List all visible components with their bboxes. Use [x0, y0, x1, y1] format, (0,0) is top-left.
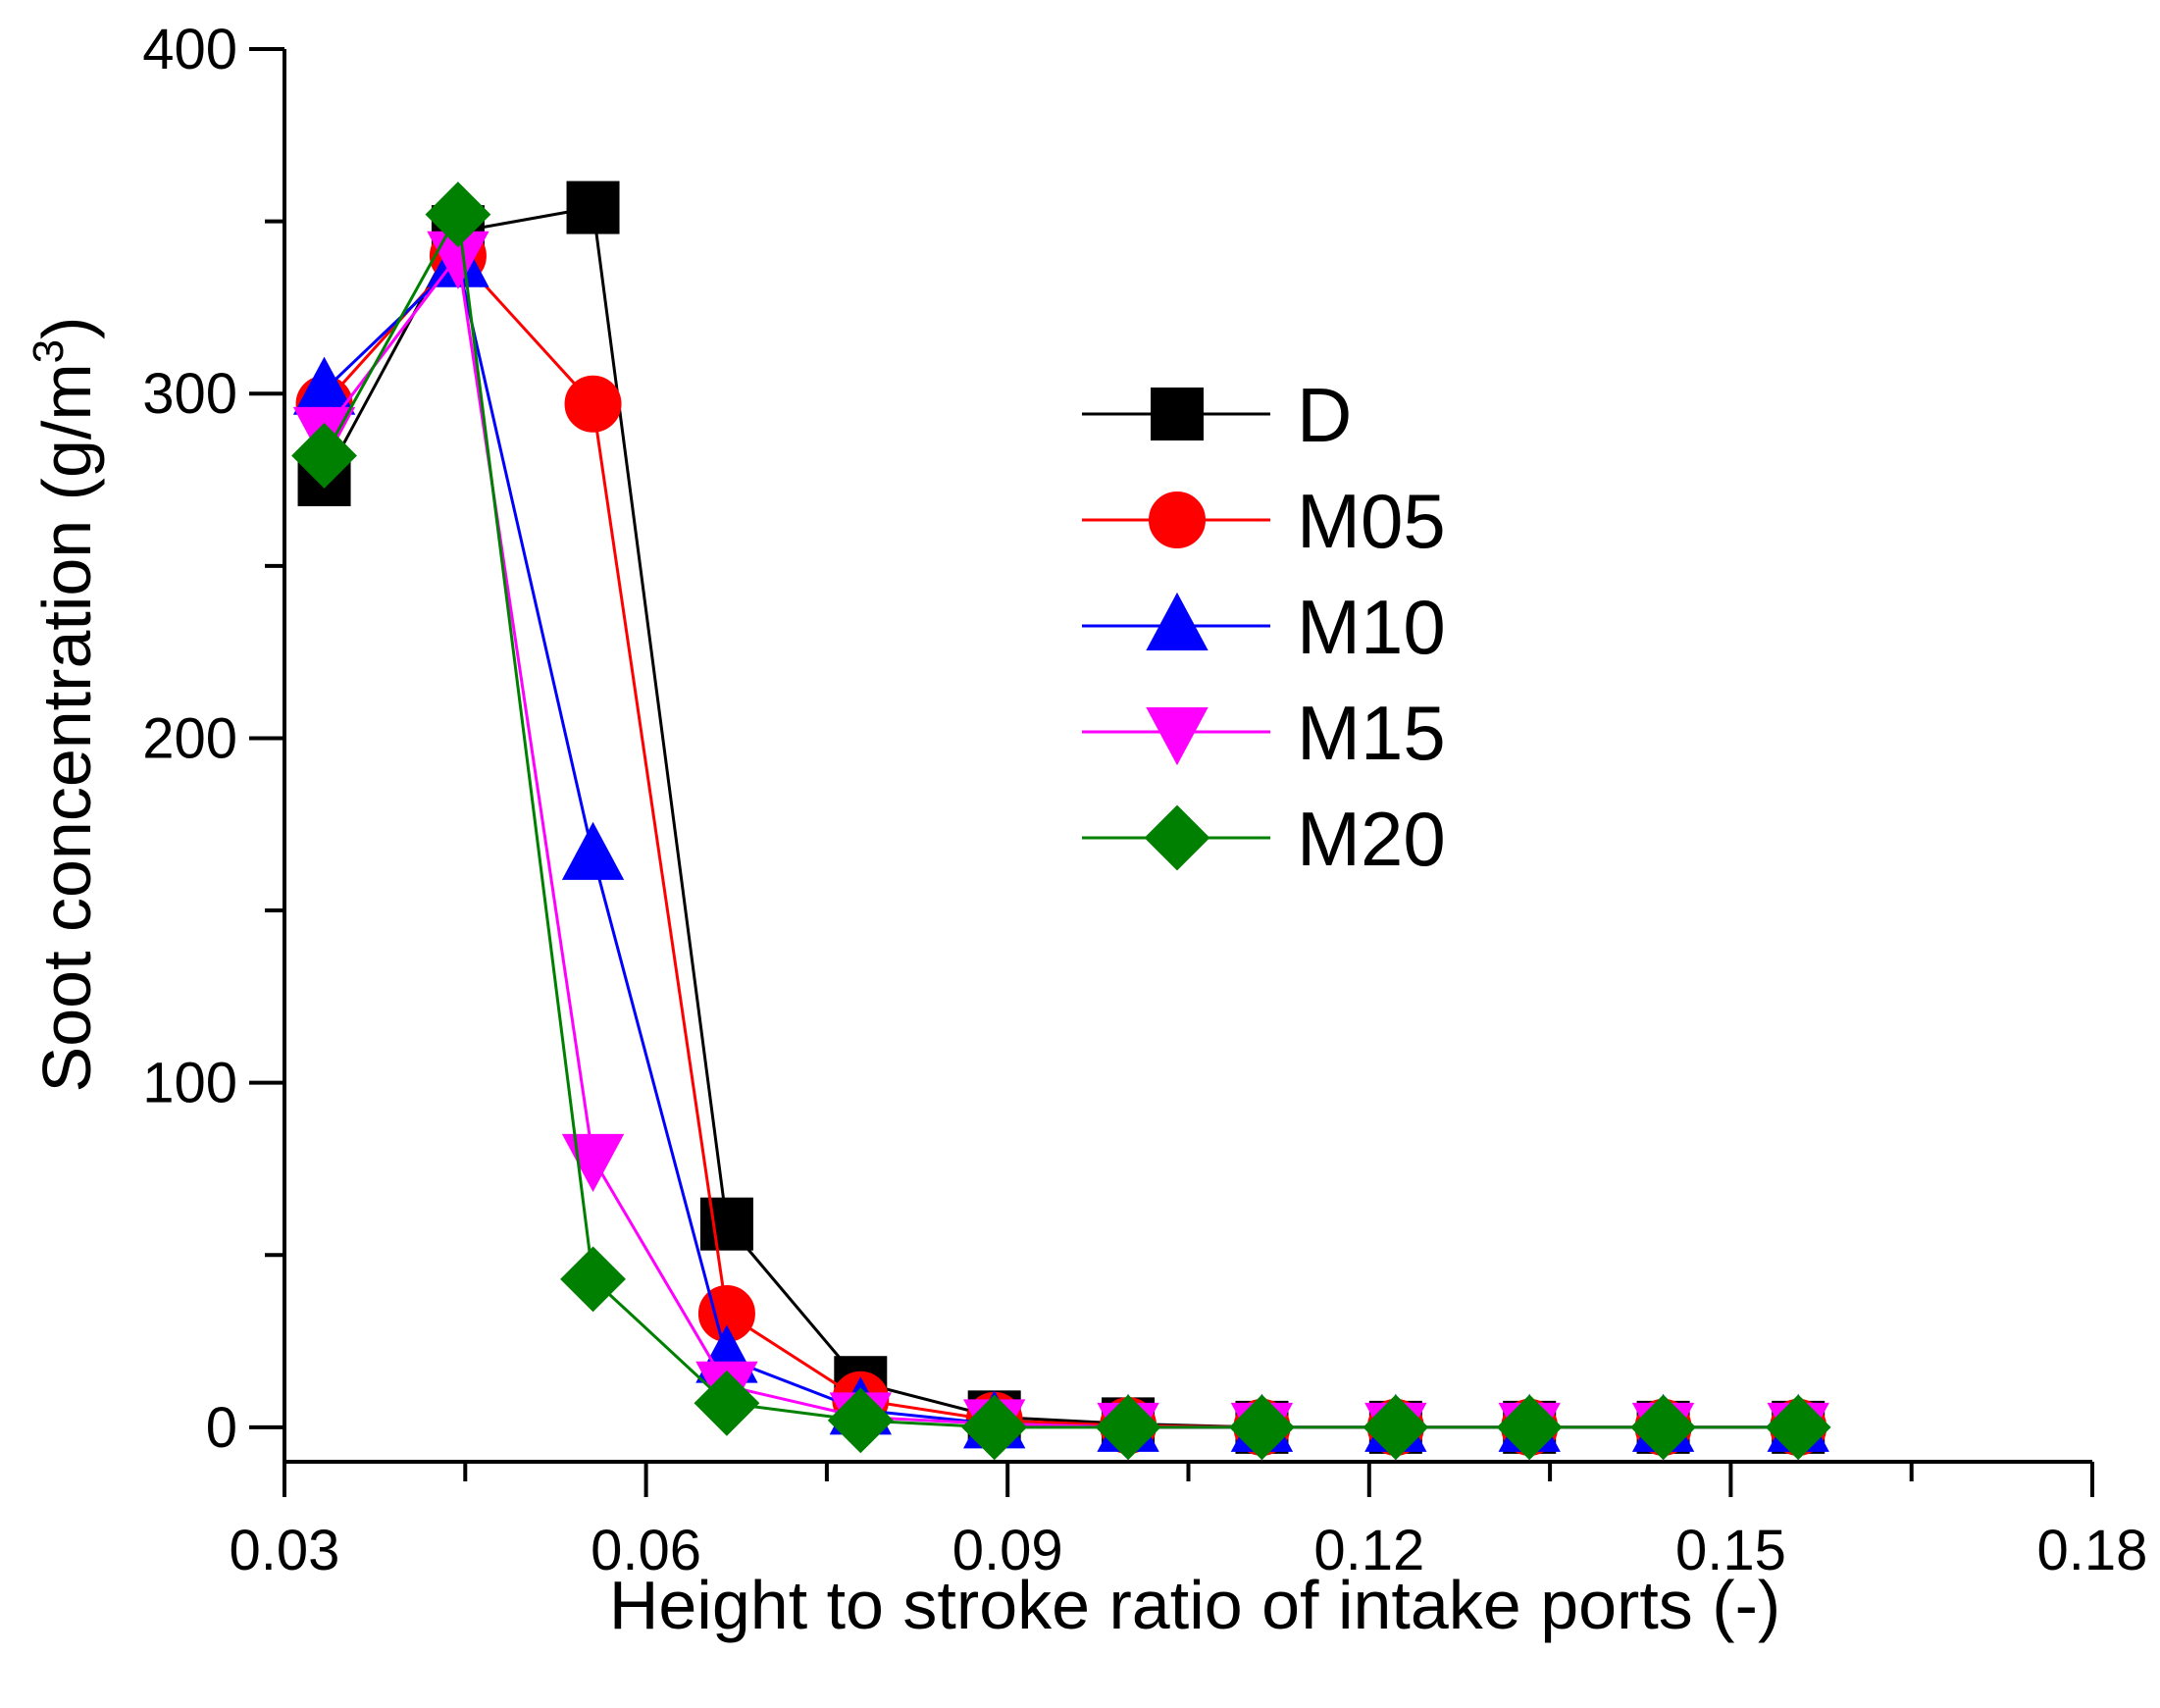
legend-marker-m05: [1149, 492, 1206, 548]
series-d: [297, 181, 1826, 1454]
legend-marker-m20: [1144, 804, 1210, 871]
x-tick-label: 0.18: [2037, 1519, 2148, 1582]
y-tick-label: 300: [142, 362, 237, 426]
y-axis-title: Soot concentration (g/m3): [25, 317, 105, 1093]
data-point-m20: [961, 1394, 1028, 1461]
data-point-m20: [827, 1387, 894, 1454]
legend-item-m10: M10: [1082, 584, 1446, 670]
data-point-m20: [1630, 1394, 1697, 1461]
data-point-m05: [564, 375, 622, 433]
data-point-m20: [291, 423, 357, 489]
legend-item-m15: M15: [1082, 690, 1446, 776]
data-point-m15: [561, 1133, 625, 1193]
legend-label-d: D: [1297, 372, 1352, 458]
y-axis-title-close: ): [28, 317, 105, 339]
data-point-m20: [1765, 1394, 1831, 1461]
y-tick-label: 100: [142, 1052, 237, 1115]
series-m15: [292, 231, 1829, 1461]
y-tick-label: 400: [142, 18, 237, 81]
axes: 0 100 200 300 400 0.03 0.06 0.09 0.12 0.15 0.18: [142, 18, 2147, 1582]
data-point-d: [566, 181, 620, 234]
x-axis-title: Height to stroke ratio of intake ports (…: [609, 1567, 1780, 1643]
series-layer: [291, 181, 1831, 1461]
legend-item-d: D: [1082, 372, 1352, 458]
legend: D M05 M10 M15 M20: [1082, 372, 1446, 882]
series-line-m15: [323, 251, 1799, 1429]
series-line-d: [323, 205, 1799, 1429]
data-point-m20: [1363, 1394, 1429, 1461]
legend-label-m15: M15: [1297, 690, 1446, 776]
legend-item-m05: M05: [1082, 478, 1446, 564]
data-point-m20: [1496, 1394, 1563, 1461]
legend-marker-m10: [1146, 592, 1209, 650]
x-tick-label: 0.09: [952, 1519, 1063, 1582]
legend-label-m10: M10: [1297, 584, 1446, 670]
series-m05: [295, 227, 1827, 1456]
y-tick-label: 0: [206, 1396, 237, 1460]
x-tick-label: 0.15: [1675, 1519, 1786, 1582]
x-tick-label: 0.03: [230, 1519, 340, 1582]
data-point-m10: [561, 821, 625, 880]
series-line-m20: [323, 209, 1799, 1429]
y-tick-label: 200: [142, 706, 237, 770]
data-point-m20: [694, 1370, 760, 1436]
y-axis-title-main: Soot concentration (g/m: [28, 363, 105, 1092]
x-tick-label: 0.12: [1313, 1519, 1424, 1582]
y-axis-title-superscript: 3: [25, 339, 73, 363]
legend-marker-d: [1151, 388, 1204, 440]
data-point-m20: [1095, 1394, 1161, 1461]
series-m20: [291, 181, 1831, 1461]
data-point-d: [699, 1197, 753, 1251]
x-tick-label: 0.06: [591, 1519, 701, 1582]
data-point-m20: [425, 181, 491, 247]
data-point-m20: [1229, 1394, 1295, 1461]
legend-label-m20: M20: [1297, 796, 1446, 882]
legend-label-m05: M05: [1297, 478, 1446, 564]
legend-item-m20: M20: [1082, 796, 1446, 882]
legend-marker-m15: [1146, 707, 1209, 766]
series-m10: [292, 229, 1829, 1452]
data-point-m20: [560, 1246, 626, 1313]
